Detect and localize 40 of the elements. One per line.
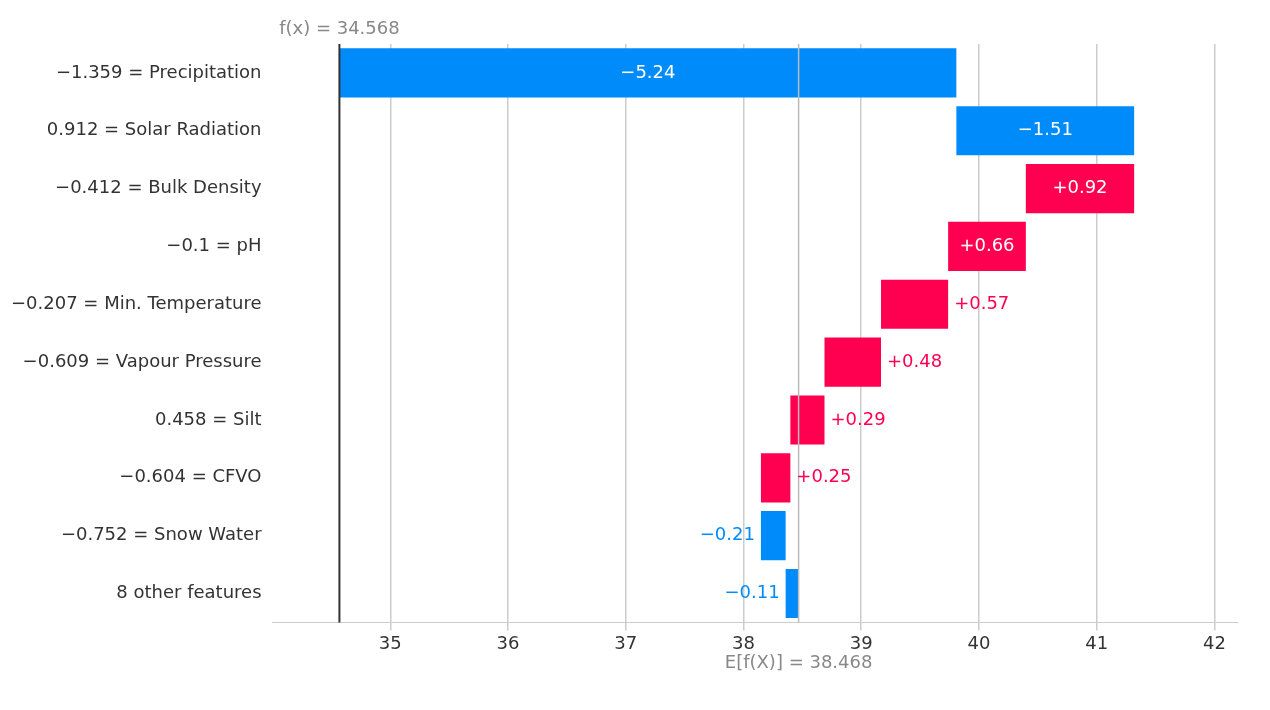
x-tick-label: 37 [614, 631, 638, 653]
x-tick-label: 38 [732, 631, 755, 653]
y-tick-label: −0.752 = Snow Water [60, 523, 263, 545]
data-label: +0.66 [959, 234, 1015, 256]
y-tick-label: −0.609 = Vapour Pressure [22, 349, 262, 371]
bar [956, 106, 1135, 156]
ref-line-label: E[f(X)] = 38.468 [724, 651, 873, 673]
bar [760, 453, 791, 503]
bar [790, 395, 825, 445]
x-tick-label: 40 [967, 631, 991, 653]
x-tick-label: 36 [496, 631, 520, 653]
y-tick-label: −0.412 = Bulk Density [55, 176, 262, 198]
x-tick-label: 41 [1085, 631, 1109, 653]
bar [339, 48, 957, 98]
x-tick-label: 35 [378, 631, 402, 653]
data-label: +0.25 [796, 465, 852, 487]
ref-line-label: f(x) = 34.568 [279, 16, 400, 38]
bar [785, 568, 799, 619]
x-tick-label: 39 [849, 631, 873, 653]
y-tick-label: −0.207 = Min. Temperature [10, 291, 262, 313]
bar [1025, 164, 1135, 214]
y-tick-label: 0.458 = Silt [154, 407, 262, 429]
data-label: +0.57 [954, 291, 1010, 313]
y-tick-label: −1.359 = Precipitation [55, 60, 262, 82]
data-label: +0.29 [830, 407, 886, 429]
data-label: −5.24 [620, 60, 676, 82]
x-tick-label: 42 [1203, 631, 1226, 653]
data-label: +0.92 [1052, 176, 1108, 198]
y-tick-label: −0.604 = CFVO [119, 465, 262, 487]
data-label: −0.11 [724, 581, 780, 603]
data-label: +0.48 [887, 349, 943, 371]
data-label: −1.51 [1017, 118, 1073, 140]
data-label: −0.21 [699, 523, 755, 545]
y-tick-label: 8 other features [116, 581, 262, 603]
bar [881, 279, 949, 329]
bar [948, 221, 1026, 272]
bar [824, 337, 882, 387]
y-tick-label: −0.1 = pH [166, 234, 262, 256]
bar [760, 511, 786, 561]
y-tick-label: 0.912 = Solar Radiation [46, 118, 262, 140]
